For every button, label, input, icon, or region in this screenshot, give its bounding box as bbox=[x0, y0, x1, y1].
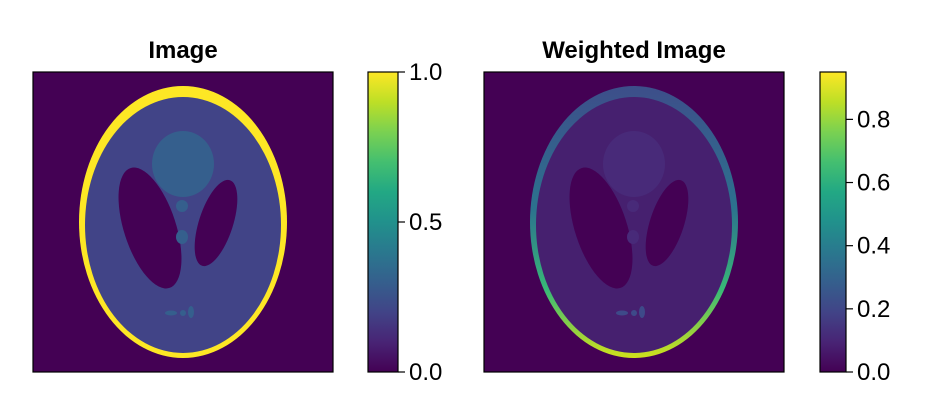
image-colorbar: 0.0 0.5 1.0 bbox=[367, 59, 442, 386]
image-frame bbox=[32, 71, 334, 373]
image-bottom-dot-right bbox=[188, 306, 194, 318]
image-title: Image bbox=[148, 37, 217, 64]
weighted-image-panel: Weighted Image 0.0 0.2 0.4 0.6 0.8 bbox=[483, 37, 890, 386]
weighted-bottom-dot-right bbox=[639, 306, 645, 318]
weighted-colorbar-tick-label: 0.4 bbox=[857, 233, 890, 260]
weighted-bottom-dot-mid bbox=[631, 310, 637, 316]
weighted-colorbar-tick-label: 0.8 bbox=[857, 106, 890, 133]
weighted-image-colorbar: 0.0 0.2 0.4 0.6 0.8 bbox=[819, 71, 890, 386]
weighted-colorbar-tick-label: 0.2 bbox=[857, 296, 890, 323]
image-bottom-dot-mid bbox=[180, 310, 186, 316]
weighted-center-dot-upper bbox=[627, 200, 639, 212]
image-right-ventricle bbox=[194, 179, 238, 267]
weighted-center-dot-lower bbox=[627, 230, 639, 244]
weighted-image-title: Weighted Image bbox=[542, 37, 726, 64]
image-left-ventricle bbox=[118, 167, 182, 289]
weighted-colorbar-bar bbox=[819, 71, 847, 373]
image-center-dot-lower bbox=[176, 230, 188, 244]
weighted-right-ventricle bbox=[645, 179, 689, 267]
image-bottom-dot-left bbox=[165, 310, 177, 316]
image-colorbar-tick-label: 0.5 bbox=[409, 209, 442, 236]
image-brain bbox=[85, 97, 281, 353]
image-colorbar-bar bbox=[367, 71, 399, 373]
weighted-left-ventricle bbox=[569, 167, 633, 289]
weighted-image-heatmap bbox=[484, 72, 784, 372]
image-colorbar-tick-label: 0.0 bbox=[409, 359, 442, 386]
weighted-image-frame bbox=[483, 71, 785, 373]
weighted-colorbar-tick-label: 0.6 bbox=[857, 170, 890, 197]
image-panel: Image 0.0 0.5 1.0 bbox=[32, 37, 442, 386]
image-colorbar-tick-label: 1.0 bbox=[409, 59, 442, 86]
image-heatmap bbox=[33, 72, 333, 372]
weighted-colorbar-tick-label: 0.0 bbox=[857, 359, 890, 386]
image-upper-lesion bbox=[152, 131, 214, 197]
weighted-bottom-dot-left bbox=[616, 310, 628, 316]
weighted-upper-lesion bbox=[603, 131, 665, 197]
image-center-dot-upper bbox=[176, 200, 188, 212]
weighted-brain bbox=[536, 97, 732, 353]
